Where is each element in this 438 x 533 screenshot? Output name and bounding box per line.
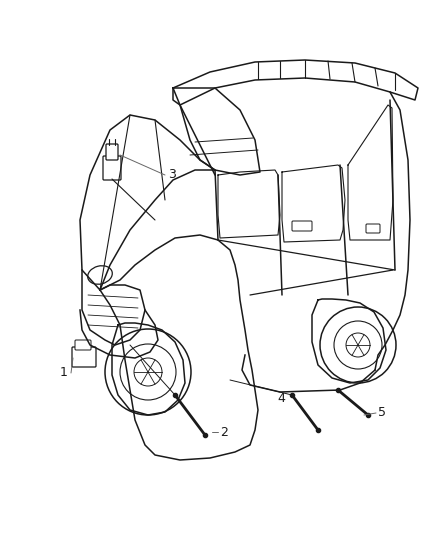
Text: 5: 5	[378, 407, 386, 419]
Text: 1: 1	[60, 367, 68, 379]
Text: 2: 2	[220, 425, 228, 439]
FancyBboxPatch shape	[75, 340, 91, 350]
Text: 3: 3	[168, 167, 176, 181]
FancyBboxPatch shape	[103, 156, 121, 180]
FancyBboxPatch shape	[72, 347, 96, 367]
Text: 4: 4	[277, 392, 285, 405]
FancyBboxPatch shape	[106, 144, 118, 160]
